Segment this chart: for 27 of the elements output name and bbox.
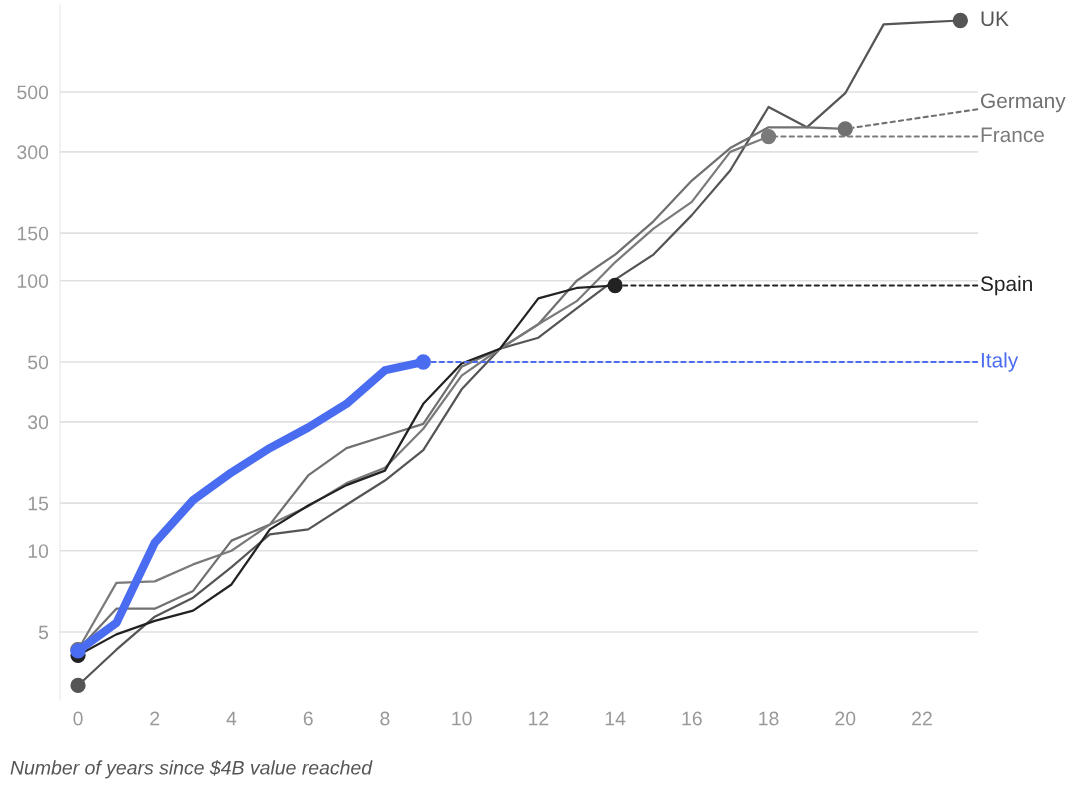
text: Spain [980, 275, 1032, 296]
text: Germany [981, 93, 1066, 113]
y-tick-label: 100 [17, 274, 49, 288]
text: France [981, 127, 1044, 143]
x-axis-title: Number of years since $4B value reached [10, 760, 373, 779]
x-tick-label: 14 [605, 711, 626, 726]
x-tick-label: 2 [150, 711, 160, 726]
x-tick-label: 16 [682, 711, 702, 726]
x-tick-label: 10 [452, 711, 472, 726]
x-tick-label: 22 [912, 711, 932, 726]
y-tick-label: 150 [17, 226, 49, 241]
x-tick-label: 18 [759, 711, 779, 726]
x-tick-label: 20 [835, 711, 856, 726]
y-tick-label: 15 [28, 496, 49, 511]
x-tick-label: 4 [226, 711, 237, 726]
y-tick-label: 5 [38, 625, 49, 640]
series-label: UK [981, 11, 1009, 27]
y-tick-label: 30 [28, 415, 49, 430]
x-tick-label: 12 [529, 711, 549, 726]
x-tick-label: 6 [303, 711, 313, 726]
y-tick-label: 50 [28, 355, 49, 370]
y-tick-label: 500 [17, 85, 49, 100]
y-tick-label: 300 [17, 145, 49, 160]
x-tick-label: 8 [380, 711, 390, 726]
y-tick-label: 10 [28, 544, 49, 558]
x-tick-label: 0 [73, 711, 83, 726]
text: Italy [981, 352, 1019, 372]
